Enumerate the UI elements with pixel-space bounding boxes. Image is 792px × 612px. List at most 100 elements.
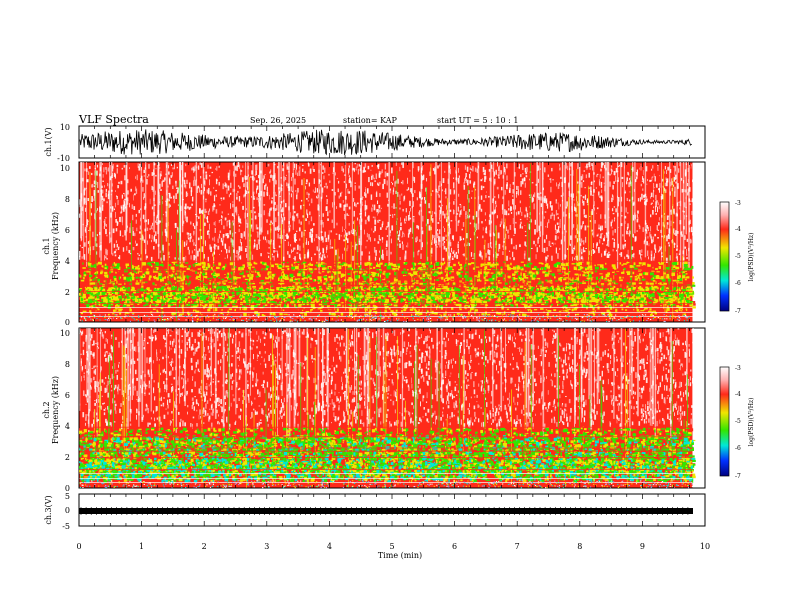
spectrogram-cell xyxy=(209,208,210,212)
spectrogram-cell xyxy=(376,200,379,205)
spectrogram-cell xyxy=(469,167,471,171)
spectrogram-cell xyxy=(519,218,522,221)
spectrogram-cell xyxy=(338,282,341,284)
spectrogram-cell xyxy=(369,296,373,299)
spectrogram-cell xyxy=(626,230,628,235)
spectrogram-cell xyxy=(410,267,414,271)
spectrogram-cell xyxy=(495,298,499,301)
spectrogram-cell xyxy=(103,225,105,230)
spectrogram-cell xyxy=(646,229,648,234)
spectrogram-cell xyxy=(599,174,601,179)
spectrogram-cell xyxy=(368,255,371,261)
spectrogram-cell xyxy=(365,189,366,194)
spectrogram-cell xyxy=(424,200,427,204)
spectrogram-cell xyxy=(534,261,537,265)
spectrogram-cell xyxy=(172,274,175,277)
spectrogram-cell xyxy=(522,277,525,280)
spectrogram-cell xyxy=(580,257,583,260)
spectrogram-cell xyxy=(559,182,560,187)
spectrogram-cell xyxy=(623,263,627,265)
spectrogram-cell xyxy=(401,241,403,245)
spectrogram-cell xyxy=(607,279,612,283)
spectrogram-cell xyxy=(308,192,310,199)
spectrogram-cell xyxy=(84,168,86,172)
spectrogram-cell xyxy=(172,167,174,170)
spectrogram-cell xyxy=(666,235,668,242)
spectrogram-cell xyxy=(631,254,633,259)
spectrogram-cell xyxy=(663,278,666,283)
spectrogram-cell xyxy=(168,199,170,202)
spectrogram-cell xyxy=(105,170,108,175)
spectrogram-cell xyxy=(666,275,670,279)
spectrogram-cell xyxy=(295,239,298,242)
spectrogram-cell xyxy=(350,290,354,293)
spectrogram-cell xyxy=(668,278,672,282)
spectrogram-cell xyxy=(432,276,436,280)
spectrogram-cell xyxy=(347,292,352,295)
spectrogram-cell xyxy=(622,182,623,188)
spectrogram-cell xyxy=(79,203,81,208)
spectrogram-cell xyxy=(358,287,361,289)
spectrogram-cell xyxy=(164,177,166,181)
spectrogram-cell xyxy=(470,282,473,285)
spectrogram-cell xyxy=(469,238,472,241)
spectrogram-cell xyxy=(641,193,643,200)
spectrogram-cell xyxy=(244,212,246,219)
spectrogram-cell xyxy=(516,266,521,270)
spectrogram-cell xyxy=(298,227,301,232)
spectrogram-cell xyxy=(287,302,289,307)
spectrogram-cell xyxy=(648,296,651,299)
spectrogram-cell xyxy=(584,225,587,231)
spectrogram-cell xyxy=(106,201,108,204)
spectrogram-cell xyxy=(331,271,333,273)
spectrogram-cell xyxy=(324,186,326,188)
spectrogram-cell xyxy=(105,192,107,198)
spectrogram-cell xyxy=(79,244,81,247)
spectrogram-cell xyxy=(196,298,199,301)
spectrogram-cell xyxy=(655,194,657,201)
spectrogram-cell xyxy=(393,203,395,209)
spectrogram-cell xyxy=(517,265,520,268)
spectrogram-cell xyxy=(452,297,457,300)
spectrogram-cell xyxy=(236,250,238,254)
spectrogram-cell xyxy=(296,192,298,196)
spectrogram-cell xyxy=(675,181,677,184)
spectrogram-cell xyxy=(608,253,611,256)
spectrogram-cell xyxy=(486,298,489,300)
spectrogram-cell xyxy=(127,225,128,228)
spectrogram-cell xyxy=(312,286,316,290)
spectrogram-cell xyxy=(377,182,379,186)
spectrogram-cell xyxy=(653,186,654,192)
spectrogram-cell xyxy=(323,175,325,180)
spectrogram-cell xyxy=(480,252,482,258)
spectrogram-cell xyxy=(102,180,104,182)
spectrogram-cell xyxy=(585,174,587,179)
spectrogram-cell xyxy=(372,182,374,187)
spectrogram-cell xyxy=(337,279,340,283)
spectrogram-cell xyxy=(284,303,286,307)
spectrogram-cell xyxy=(133,265,137,267)
spectrogram-cell xyxy=(151,239,152,243)
spectrogram-cell xyxy=(674,186,676,193)
spectrogram-cell xyxy=(508,200,510,207)
spectrogram-cell xyxy=(193,180,195,187)
spectrogram-cell xyxy=(405,304,408,308)
spectrogram-cell xyxy=(309,231,312,238)
spectrogram-cell xyxy=(658,217,660,221)
spectrogram-cell xyxy=(218,304,222,307)
spectrogram-cell xyxy=(104,255,105,261)
spectrogram-cell xyxy=(362,196,363,201)
spectrogram-cell xyxy=(294,233,297,239)
spectrogram-cell xyxy=(369,262,373,266)
spectrogram-cell xyxy=(507,213,510,216)
spectrogram-cell xyxy=(301,179,303,186)
spectrogram-cell xyxy=(267,163,270,167)
spectrogram-cell xyxy=(389,266,392,271)
spectrogram-cell xyxy=(309,282,313,284)
spectrogram-cell xyxy=(642,262,646,266)
spectrogram-cell xyxy=(436,190,439,194)
spectrogram-streak xyxy=(99,162,101,258)
spectrogram-cell xyxy=(312,189,314,193)
spectrogram-cell xyxy=(170,164,172,166)
spectrogram-cell xyxy=(645,262,650,265)
